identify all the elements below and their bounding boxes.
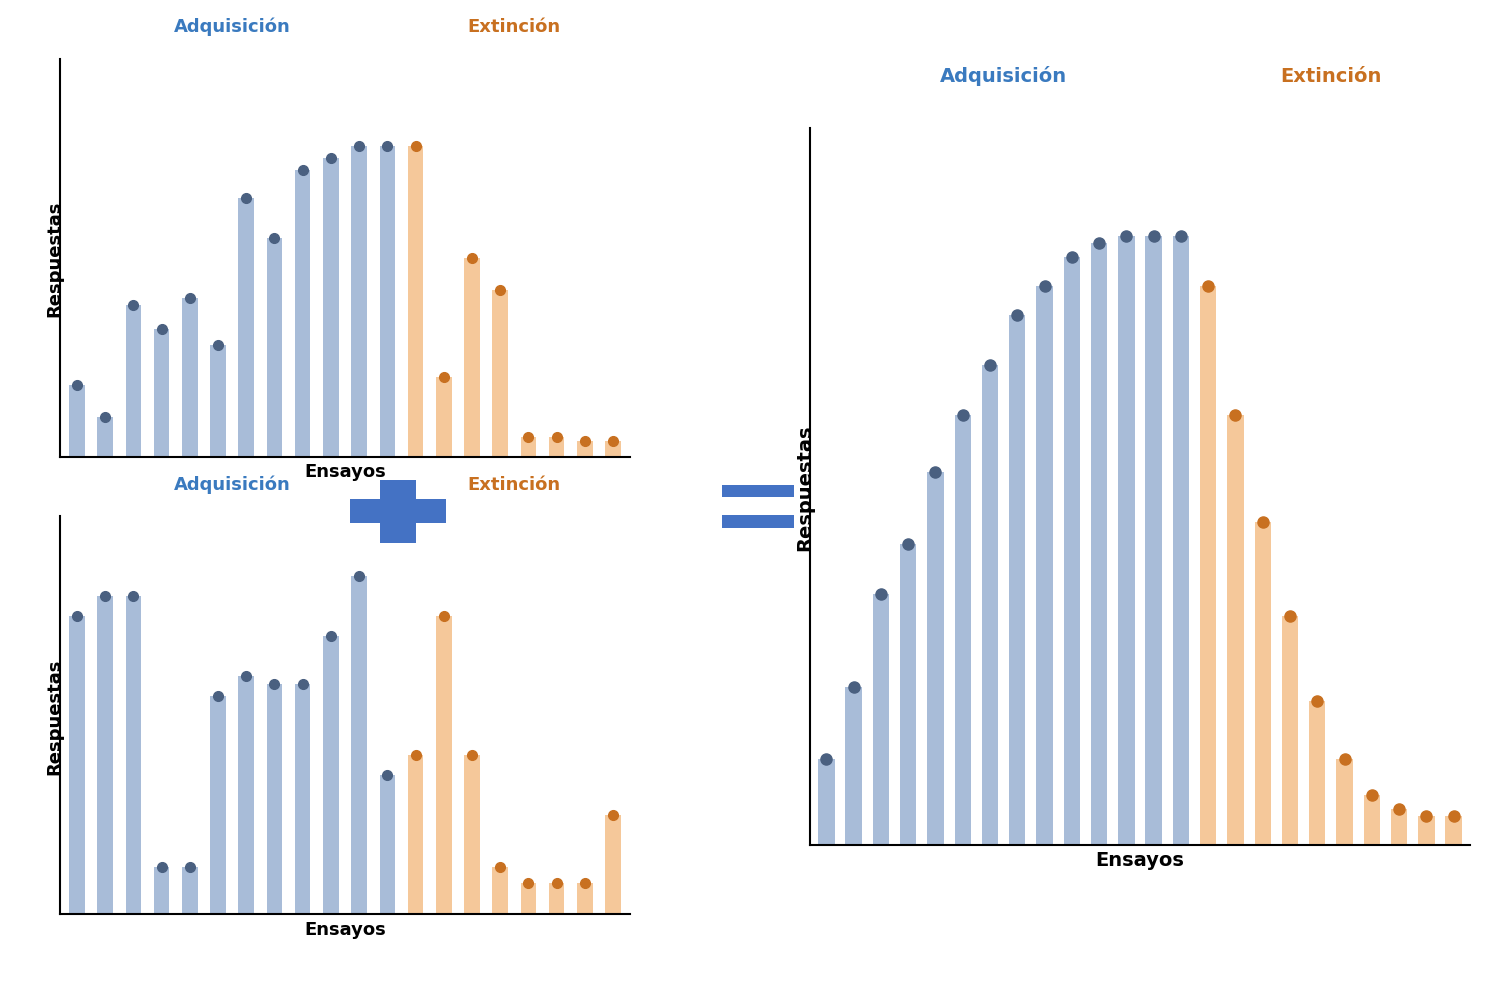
X-axis label: Ensayos: Ensayos [304, 920, 386, 938]
Bar [408, 755, 423, 914]
Bar [69, 386, 84, 457]
Bar [578, 883, 592, 914]
Bar [408, 147, 423, 457]
Bar [846, 688, 862, 845]
Y-axis label: Respuestas: Respuestas [795, 423, 814, 551]
Bar [818, 759, 834, 845]
Bar [954, 415, 970, 845]
Bar [464, 755, 480, 914]
Bar [182, 867, 198, 914]
Bar [351, 147, 368, 457]
Bar [210, 346, 226, 457]
Bar [1336, 759, 1353, 845]
Bar [982, 366, 998, 845]
Bar [126, 306, 141, 457]
Bar [267, 684, 282, 914]
Bar [1310, 702, 1326, 845]
Bar [1200, 286, 1216, 845]
Bar [98, 417, 112, 457]
Bar [1036, 286, 1053, 845]
X-axis label: Ensayos: Ensayos [1095, 851, 1185, 870]
Bar [606, 441, 621, 457]
Bar [1010, 315, 1026, 845]
Bar [1282, 616, 1298, 845]
Bar [927, 473, 944, 845]
Bar [154, 330, 170, 457]
Bar [606, 815, 621, 914]
Bar [154, 867, 170, 914]
Bar [238, 199, 254, 457]
Y-axis label: Respuestas: Respuestas [45, 658, 63, 773]
Bar [126, 596, 141, 914]
Bar [520, 437, 536, 457]
Bar [322, 159, 339, 457]
Bar [98, 596, 112, 914]
Bar [380, 147, 394, 457]
Bar [1254, 523, 1270, 845]
Bar [380, 775, 394, 914]
Bar [1418, 816, 1434, 845]
Bar [549, 437, 564, 457]
X-axis label: Ensayos: Ensayos [304, 463, 386, 481]
Bar [267, 239, 282, 457]
Bar [351, 577, 368, 914]
Bar [296, 684, 310, 914]
Y-axis label: Respuestas: Respuestas [45, 201, 63, 316]
Bar [1173, 237, 1190, 845]
Text: Adquisición: Adquisición [174, 17, 291, 36]
Bar [492, 290, 508, 457]
Text: Adquisición: Adquisición [174, 474, 291, 493]
Bar [322, 636, 339, 914]
Bar [1090, 244, 1107, 845]
Text: Adquisición: Adquisición [940, 67, 1066, 86]
Text: Extinción: Extinción [468, 18, 561, 36]
Bar [520, 883, 536, 914]
Bar [436, 378, 451, 457]
Bar [492, 867, 508, 914]
Bar [1446, 816, 1462, 845]
Bar [464, 258, 480, 457]
Bar [296, 171, 310, 457]
Bar [1364, 795, 1380, 845]
Bar [1064, 258, 1080, 845]
Bar [69, 616, 84, 914]
Bar [900, 545, 916, 845]
Bar [210, 696, 226, 914]
Bar [1118, 237, 1134, 845]
Text: Extinción: Extinción [468, 475, 561, 493]
Bar [238, 676, 254, 914]
Bar [549, 883, 564, 914]
Bar [1390, 809, 1407, 845]
Bar [182, 298, 198, 457]
Bar [1227, 415, 1244, 845]
Bar [578, 441, 592, 457]
Bar [1146, 237, 1162, 845]
Bar [873, 594, 889, 845]
Bar [436, 616, 451, 914]
Text: Extinción: Extinción [1280, 68, 1382, 86]
